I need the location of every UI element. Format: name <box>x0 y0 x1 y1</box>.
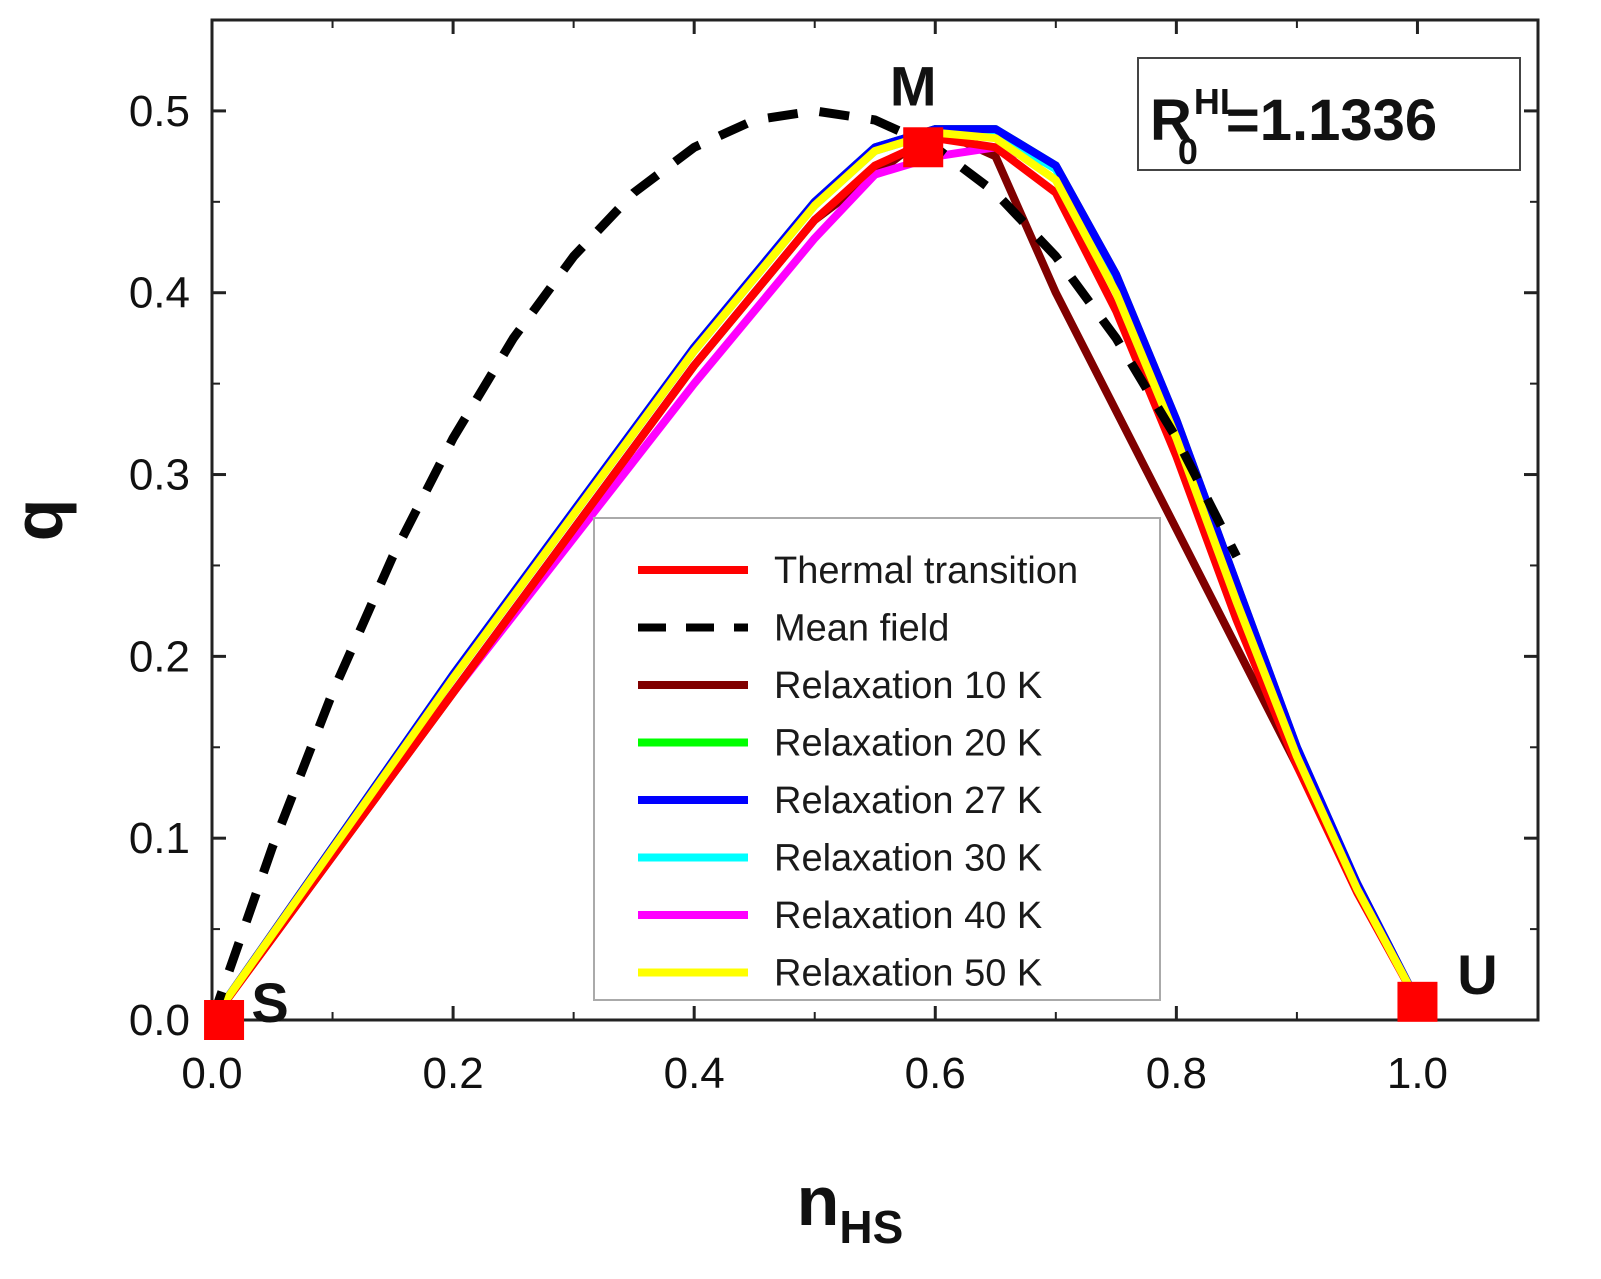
x-axis-title-sub: HS <box>839 1201 903 1253</box>
marker-label-M: M <box>890 54 937 117</box>
series-line-thermal-transition <box>212 134 1422 1020</box>
info-value: =1.1336 <box>1226 88 1437 153</box>
info-main: R <box>1150 88 1192 153</box>
plot-frame <box>210 18 1540 1022</box>
series-layer <box>212 106 1422 1020</box>
x-tick-label: 0.0 <box>181 1049 242 1098</box>
x-tick-label: 0.8 <box>1146 1049 1207 1098</box>
ticks-layer: 0.0 0.2 0.4 0.6 0.8 1.0 0.0 0.1 0.2 0.3 0.4 0.5 <box>129 19 1539 1098</box>
y-tick-label: 0.2 <box>129 632 190 681</box>
markers-layer: S M U <box>204 54 1498 1040</box>
x-tick-label: 1.0 <box>1387 1049 1448 1098</box>
legend-frame <box>593 517 1161 1001</box>
info-sub: 0 <box>1178 131 1198 172</box>
marker-label-U: U <box>1457 943 1497 1006</box>
info-box: RHL 0 =1.1336 <box>1137 57 1521 172</box>
info-box-text: RHL 0 =1.1336 <box>1150 81 1437 172</box>
legend-label: Relaxation 20 K <box>774 723 1042 765</box>
marker-M <box>903 127 944 168</box>
x-tick-label: 0.4 <box>664 1049 725 1098</box>
x-tick-label: 0.2 <box>423 1049 484 1098</box>
y-tick-label: 0.1 <box>129 814 190 863</box>
legend-label: Thermal transition <box>774 550 1078 592</box>
x-axis-title-main: n <box>797 1162 840 1240</box>
info-box-frame <box>1137 57 1521 171</box>
marker-S <box>204 1000 245 1040</box>
y-tick-label: 0.0 <box>129 996 190 1045</box>
y-tick-label: 0.5 <box>129 87 190 136</box>
legend: Thermal transition Mean field Relaxation 1… <box>593 517 1161 1001</box>
info-sup: HL <box>1194 81 1242 122</box>
legend-label: Relaxation 40 K <box>774 895 1042 937</box>
y-axis-title: q <box>0 499 77 542</box>
legend-label: Mean field <box>774 608 949 650</box>
marker-label-S: S <box>251 971 288 1034</box>
y-tick-label: 0.3 <box>129 451 190 500</box>
y-tick-label: 0.4 <box>129 269 190 318</box>
series-line-mean-field <box>212 106 1241 1020</box>
legend-label: Relaxation 50 K <box>774 953 1042 995</box>
series-line-relaxation-50-k <box>212 128 1422 1020</box>
legend-label: Relaxation 30 K <box>774 838 1042 880</box>
legend-label: Relaxation 27 K <box>774 780 1042 822</box>
legend-label: Relaxation 10 K <box>774 665 1042 707</box>
marker-U <box>1397 981 1438 1022</box>
x-axis-title: nHS <box>797 1162 904 1253</box>
x-tick-label: 0.6 <box>905 1049 966 1098</box>
